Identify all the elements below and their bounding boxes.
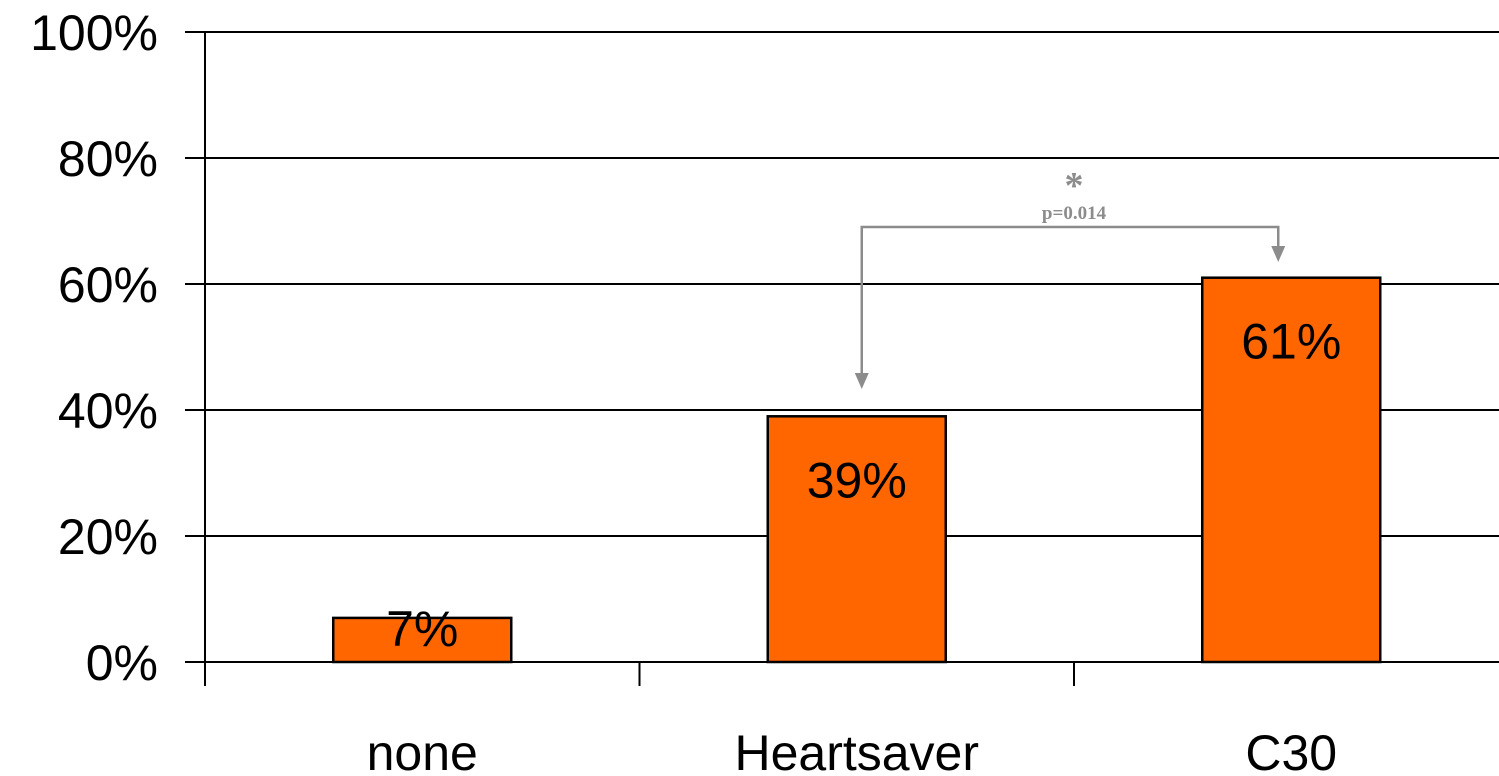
data-label: 61% [1241,314,1341,370]
category-label: C30 [1245,725,1337,776]
significance-bracket [860,225,1280,375]
bar-heartsaver [766,415,947,664]
y-tick-label: 40% [58,383,158,439]
significance-star: * [1065,165,1084,207]
category-labels: none Heartsaver C30 [367,725,1337,776]
bars [332,276,1382,664]
category-label: Heartsaver [734,725,979,776]
bar-c30 [1201,276,1382,664]
y-tick-labels: 0% 20% 40% 60% 80% 100% [30,5,158,691]
y-tick-label: 20% [58,509,158,565]
arrow-head-left [854,373,869,389]
bar-none [332,616,513,664]
significance-annotation: *p=0.014 [854,165,1286,389]
y-tick-label: 80% [58,131,158,187]
data-labels: 7% 39% 61% [386,314,1341,657]
p-value-label: p=0.014 [1042,203,1107,224]
y-tick-label: 100% [30,5,158,61]
category-label: none [367,725,478,776]
arrow-head-right [1271,246,1286,262]
y-tick-label: 60% [58,257,158,313]
y-tick-label: 0% [86,635,158,691]
axes [185,31,1075,686]
data-label: 7% [386,601,458,657]
data-label: 39% [807,452,907,508]
